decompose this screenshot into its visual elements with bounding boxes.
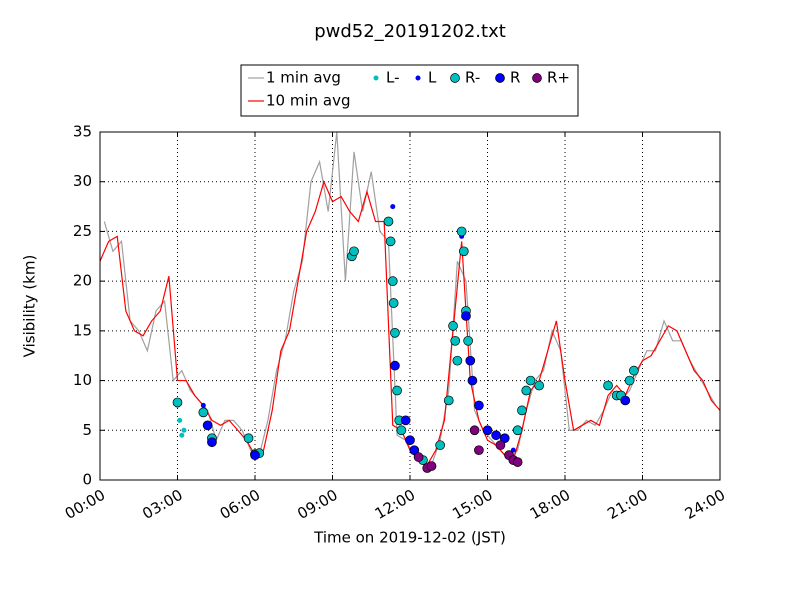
data-point [467,375,478,386]
data-point [390,360,400,371]
data-point [450,335,461,346]
legend-swatch [373,75,379,81]
data-point [172,397,183,408]
data-point [491,430,501,441]
chart-title: pwd52_20191202.txt [314,21,506,42]
y-tick-label: 0 [82,471,92,489]
legend-label: R+ [547,69,570,87]
legend-swatch [450,73,460,83]
data-point [465,355,476,366]
data-point [405,435,415,446]
data-point [179,432,185,438]
legend-swatch [415,75,421,81]
data-point [534,380,545,391]
legend-label: R [510,69,520,87]
data-point [388,298,399,308]
legend-label: 10 min avg [266,92,351,110]
y-tick-label: 25 [73,222,92,240]
data-point [198,407,209,418]
data-point [521,385,532,396]
data-point [181,427,187,433]
data-point [400,415,411,426]
data-point [456,226,467,237]
data-point [461,311,471,321]
y-tick-label: 5 [82,421,92,439]
plot-frame [99,131,721,481]
data-point [458,246,469,257]
data-point [426,461,437,471]
legend-box [240,64,579,117]
y-tick-label: 20 [73,272,92,290]
data-point [383,216,394,227]
legend-label: R- [465,69,480,87]
data-point [202,420,213,431]
data-point [392,385,402,396]
data-point [435,440,445,451]
data-point [512,457,523,467]
legend-label: L- [386,69,400,87]
data-point [207,437,217,448]
data-point [390,327,400,338]
data-point [349,246,359,257]
data-point [603,380,613,391]
data-point [177,417,183,423]
data-point [448,321,458,331]
data-point [620,395,631,406]
data-point [474,445,484,456]
data-point [499,433,510,444]
data-point [469,425,480,436]
data-point [200,402,206,408]
data-point [390,204,396,210]
data-point [396,425,407,436]
x-axis-label: Time on 2019-12-02 (JST) [313,529,506,547]
data-point [474,400,484,411]
data-point [250,450,260,460]
data-point [409,445,420,456]
data-point [463,335,473,346]
y-axis-label: Visibility (km) [21,255,39,358]
y-tick-label: 35 [73,123,92,141]
data-point [525,375,536,386]
y-tick-label: 15 [73,321,92,339]
data-point [387,276,398,286]
y-tick-label: 30 [73,172,92,190]
data-point [482,425,493,436]
data-point [624,375,635,386]
data-point [413,452,424,462]
data-point [629,365,639,376]
y-tick-label: 10 [73,371,92,389]
data-point [495,440,506,451]
data-point [385,236,396,247]
data-point [243,433,254,444]
legend-label: L [428,69,437,87]
data-point [443,395,454,406]
data-point [517,405,527,416]
legend-swatch [532,73,542,83]
legend-swatch [495,73,505,83]
legend-label: 1 min avg [266,69,341,87]
data-point [512,425,523,436]
data-point [452,355,463,366]
